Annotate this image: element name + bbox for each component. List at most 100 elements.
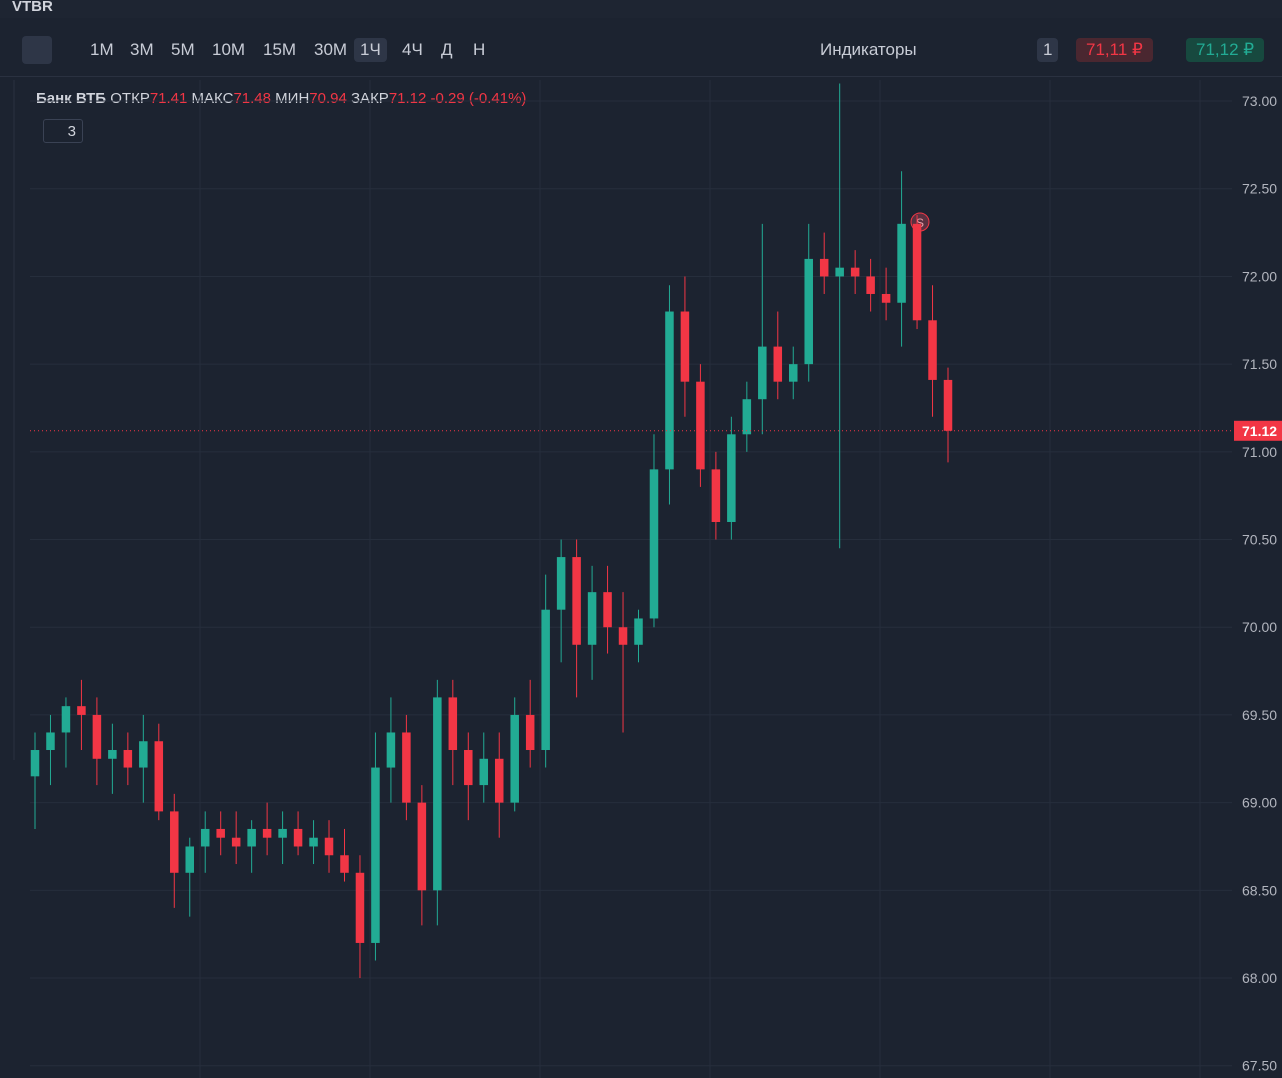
y-tick-label: 69.50 <box>1242 707 1277 723</box>
candle-body <box>866 276 875 294</box>
candle-body <box>46 732 55 751</box>
candle-body <box>773 346 783 382</box>
y-tick-label: 71.50 <box>1242 356 1277 372</box>
candle-body <box>649 469 659 619</box>
interval-button[interactable]: 30М <box>314 40 348 59</box>
candle-body <box>494 758 504 803</box>
candle-body <box>897 223 906 303</box>
candle-body <box>742 399 752 435</box>
y-tick-label: 67.50 <box>1242 1058 1277 1074</box>
candle-body <box>170 811 179 873</box>
y-tick-label: 68.50 <box>1242 882 1277 898</box>
interval-button[interactable]: 5М <box>171 40 195 59</box>
candle-body <box>727 434 736 522</box>
candle-body <box>819 258 829 277</box>
y-tick-label: 68.00 <box>1242 970 1277 986</box>
candle-body <box>943 379 953 431</box>
candle-body <box>572 557 581 645</box>
sell-button[interactable]: 71,11 ₽ <box>1076 38 1153 62</box>
change: -0.29 (-0.41%) <box>430 90 527 107</box>
candle-body <box>108 750 117 759</box>
candle-body <box>278 828 287 838</box>
label: МИН <box>275 90 310 107</box>
candle-body <box>154 741 164 812</box>
indicators-button[interactable]: Индикаторы <box>820 40 917 59</box>
candle-body <box>634 618 643 645</box>
candle-body <box>355 872 365 943</box>
candle-body <box>30 750 40 777</box>
instrument-name: Банк ВТБ <box>36 90 107 107</box>
candle-body <box>603 592 612 628</box>
candle-body <box>758 346 767 400</box>
ticker[interactable]: VTBR <box>12 0 53 15</box>
y-tick-label: 72.00 <box>1242 268 1277 284</box>
label: МАКС <box>191 90 234 107</box>
buy-button[interactable]: 71,12 ₽ <box>1186 38 1265 62</box>
value: 71.12 <box>388 90 427 107</box>
legend: Банк ВТБ ОТКР71.41 МАКС71.48 МИН70.94 ЗА… <box>36 90 526 107</box>
candle-body <box>525 714 535 751</box>
candle-body <box>665 311 674 470</box>
candle-body <box>77 706 86 715</box>
value: 70.94 <box>309 90 347 107</box>
candle-body <box>464 750 473 786</box>
signal-marker[interactable] <box>910 212 930 232</box>
candle-body <box>804 258 813 365</box>
candle-body <box>200 828 210 847</box>
value: 71.41 <box>149 90 188 107</box>
candle-body <box>324 837 334 856</box>
interval-button[interactable]: 15М <box>263 40 297 59</box>
candle-body <box>139 741 148 768</box>
candle-body <box>479 758 489 786</box>
candle-body <box>433 697 442 891</box>
candle-body <box>262 828 272 838</box>
candle-body <box>231 837 241 847</box>
label: ЗАКР <box>351 90 389 107</box>
interval-button[interactable]: 1Ч <box>354 38 387 62</box>
candle-body <box>556 557 566 610</box>
candle-body <box>293 828 303 847</box>
candle-body <box>587 592 597 645</box>
candle-body <box>680 311 690 382</box>
quantity[interactable]: 1 <box>1037 38 1059 62</box>
candle-body <box>541 609 550 751</box>
label: ОТКР <box>110 90 150 107</box>
value: 71.48 <box>233 90 271 107</box>
candle-body <box>711 469 721 522</box>
candle-body <box>386 732 396 768</box>
interval-button[interactable]: Д <box>441 40 453 59</box>
candle-body <box>448 697 458 751</box>
y-tick-label: 71.00 <box>1242 444 1277 460</box>
candle-body <box>402 732 411 803</box>
y-tick-label: 72.50 <box>1242 181 1277 197</box>
candle-body <box>850 267 860 277</box>
vertical-grid <box>199 80 1201 1078</box>
candle-body <box>123 750 133 768</box>
candle-body <box>185 846 195 873</box>
candle-body <box>912 223 922 321</box>
collapse-button[interactable]: 3 <box>43 119 83 143</box>
candle-body <box>417 802 427 891</box>
candle-body <box>788 364 798 382</box>
y-tick-label: 70.50 <box>1242 532 1277 548</box>
candle-body <box>371 767 380 943</box>
interval-button[interactable]: Н <box>473 40 486 59</box>
interval-button[interactable]: 3М <box>130 40 154 59</box>
candle-body <box>881 293 891 303</box>
candle-body <box>247 828 256 847</box>
interval-button[interactable]: 10М <box>212 40 246 59</box>
price-axis <box>1232 80 1282 1078</box>
last-price-box <box>1234 420 1282 441</box>
toolbar <box>0 22 1282 77</box>
interval-button[interactable]: 4Ч <box>402 40 423 59</box>
y-tick-label: 69.00 <box>1242 795 1277 811</box>
candle-body <box>216 828 225 838</box>
interval-button[interactable]: 1М <box>90 40 114 59</box>
candle-body <box>696 381 705 470</box>
candle-body <box>92 714 102 759</box>
candle-body <box>510 714 519 803</box>
cart-button[interactable] <box>22 36 52 64</box>
candle-body <box>309 837 318 847</box>
